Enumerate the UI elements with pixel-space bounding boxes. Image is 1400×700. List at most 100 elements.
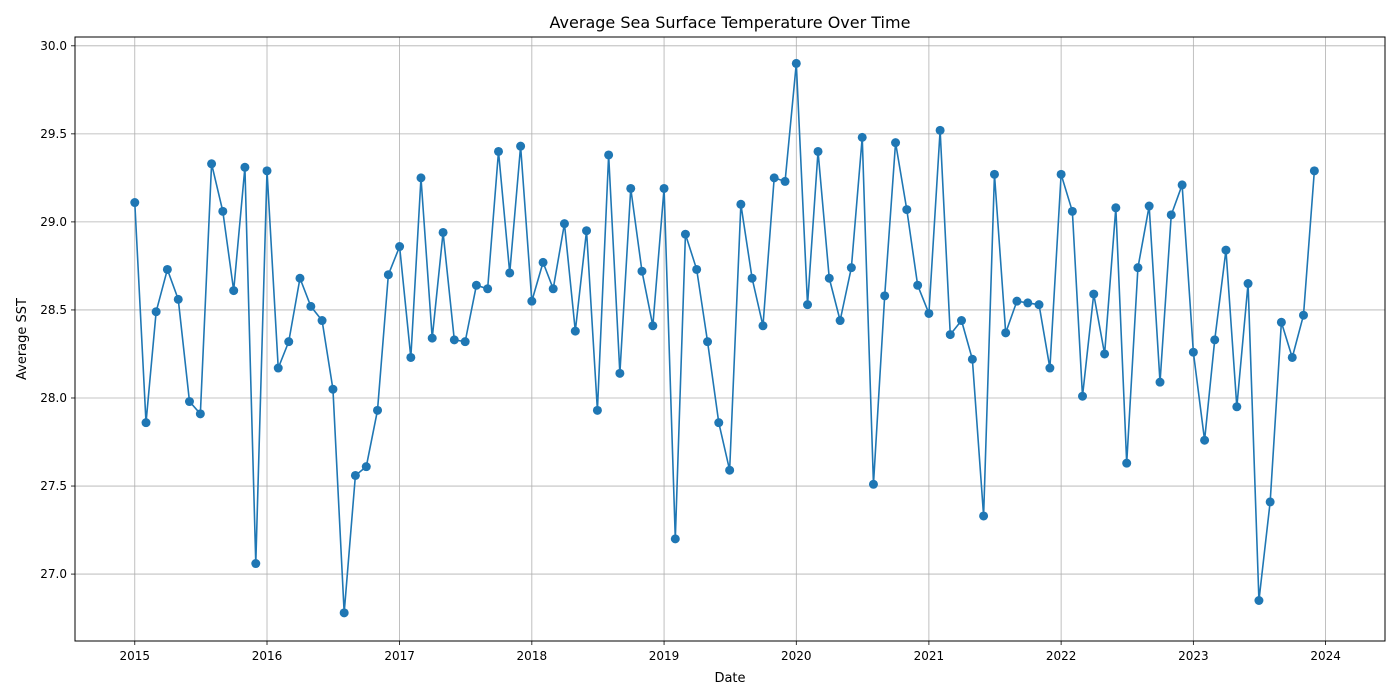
- data-point: [835, 316, 845, 326]
- data-point: [1177, 180, 1187, 190]
- data-point: [527, 296, 537, 306]
- data-point: [1001, 328, 1011, 338]
- data-point: [1111, 203, 1121, 213]
- data-point: [680, 229, 690, 239]
- data-point: [637, 266, 647, 276]
- data-point: [989, 169, 999, 179]
- data-point: [692, 264, 702, 274]
- data-point: [857, 132, 867, 142]
- data-point: [207, 159, 217, 169]
- data-point: [1155, 377, 1165, 387]
- data-point: [703, 337, 713, 347]
- data-point: [813, 146, 823, 156]
- data-point: [1144, 201, 1154, 211]
- data-point: [824, 273, 834, 283]
- x-tick-label: 2015: [120, 649, 151, 663]
- data-point: [747, 273, 757, 283]
- data-point: [957, 316, 966, 326]
- chart-title: Average Sea Surface Temperature Over Tim…: [550, 13, 911, 32]
- data-point: [130, 198, 140, 208]
- data-point: [1254, 596, 1264, 605]
- y-tick-label: 27.0: [40, 567, 67, 581]
- data-point: [604, 150, 614, 160]
- data-point: [471, 280, 481, 290]
- data-point: [1056, 169, 1066, 179]
- data-point: [1100, 349, 1110, 359]
- data-point: [1045, 363, 1055, 373]
- data-point: [1067, 206, 1077, 216]
- data-point: [913, 280, 923, 290]
- x-tick-label: 2019: [649, 649, 680, 663]
- data-point: [1276, 317, 1286, 327]
- data-point: [1309, 166, 1319, 176]
- data-point: [251, 559, 261, 569]
- y-tick-label: 27.5: [40, 479, 67, 493]
- data-point: [1221, 245, 1231, 255]
- x-axis-label: Date: [714, 671, 745, 686]
- data-point: [1232, 402, 1242, 412]
- data-point: [295, 273, 305, 283]
- y-tick-label: 29.5: [40, 127, 67, 141]
- data-point: [945, 330, 955, 340]
- y-axis: 27.0 27.5 28.0 28.5 29.0 29.5 30.0: [40, 39, 75, 581]
- data-point: [880, 291, 890, 301]
- data-point: [891, 138, 901, 148]
- data-point: [218, 206, 228, 216]
- data-point: [1265, 497, 1275, 507]
- data-point: [373, 405, 382, 415]
- data-point: [494, 146, 503, 156]
- data-point: [736, 199, 746, 209]
- data-point: [162, 264, 172, 274]
- data-point: [1034, 300, 1044, 310]
- grid: [75, 37, 1385, 641]
- x-axis: 2015 2016 2017 2018 2019 2020 2021 2022 2023 2024: [120, 641, 1341, 663]
- data-point: [935, 125, 945, 135]
- data-point: [328, 384, 338, 394]
- data-point: [548, 284, 558, 294]
- data-point: [670, 534, 680, 544]
- data-point: [648, 321, 658, 331]
- data-point: [758, 321, 768, 331]
- data-point: [317, 316, 327, 326]
- data-point: [284, 337, 294, 347]
- data-point: [173, 294, 183, 304]
- data-point: [306, 301, 316, 311]
- data-point: [460, 337, 470, 347]
- x-tick-label: 2017: [384, 649, 415, 663]
- data-point: [1287, 352, 1297, 362]
- data-point: [791, 58, 801, 68]
- data-point: [769, 173, 779, 183]
- data-point: [516, 141, 526, 151]
- data-point: [538, 257, 548, 267]
- y-axis-label: Average SST: [15, 298, 30, 380]
- data-point: [438, 227, 448, 237]
- data-point: [967, 354, 977, 364]
- data-point: [483, 284, 493, 294]
- data-point: [570, 326, 580, 336]
- data-point: [240, 162, 250, 172]
- data-point: [846, 263, 856, 273]
- data-point: [151, 307, 161, 317]
- data-point: [1200, 435, 1210, 445]
- data-point: [416, 173, 426, 183]
- data-point: [1023, 298, 1033, 308]
- data-point: [979, 511, 989, 521]
- data-point: [1122, 458, 1132, 468]
- data-point: [1188, 347, 1198, 357]
- data-point: [361, 462, 371, 472]
- data-point: [427, 333, 437, 343]
- data-point: [273, 363, 283, 373]
- data-point: [615, 368, 625, 378]
- data-point: [725, 465, 735, 475]
- x-tick-label: 2018: [517, 649, 548, 663]
- data-point: [195, 409, 205, 419]
- data-point: [626, 183, 636, 193]
- plot-frame: [74, 36, 1386, 642]
- data-point: [141, 418, 151, 428]
- x-tick-label: 2016: [252, 649, 283, 663]
- data-point: [1078, 391, 1087, 401]
- y-tick-label: 28.5: [40, 303, 67, 317]
- data-point: [868, 479, 878, 489]
- data-point: [582, 226, 592, 236]
